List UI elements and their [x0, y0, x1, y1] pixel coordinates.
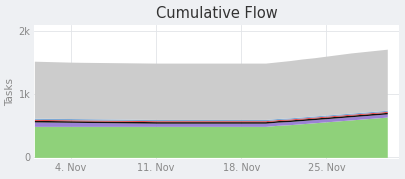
Title: Cumulative Flow: Cumulative Flow	[156, 6, 278, 21]
Y-axis label: Tasks: Tasks	[6, 78, 15, 106]
